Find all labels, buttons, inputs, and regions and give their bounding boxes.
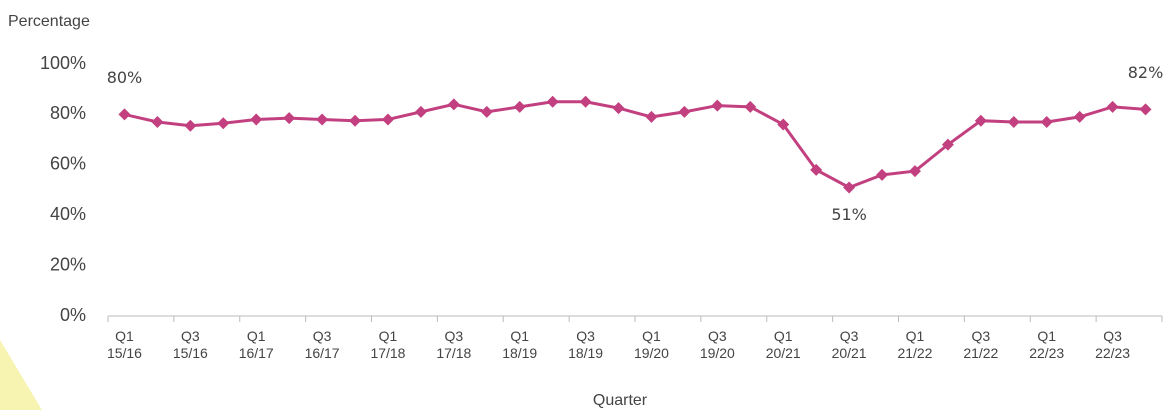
data-point [184, 119, 197, 132]
x-tick-label: Q1 16/17 [238, 328, 274, 361]
data-point [1106, 100, 1119, 113]
data-point [908, 165, 921, 178]
y-tick-label: 0% [60, 305, 86, 325]
data-point [414, 105, 427, 118]
data-label: 51% [831, 205, 867, 224]
y-tick-label: 100% [40, 53, 86, 73]
data-point [349, 114, 362, 127]
x-tick-label: Q1 17/18 [370, 328, 406, 361]
data-point [1040, 115, 1053, 128]
data-point [480, 105, 493, 118]
data-point [1073, 110, 1086, 123]
data-line [124, 100, 1146, 190]
x-tick-label: Q3 18/19 [568, 328, 604, 361]
data-label: 82% [1128, 63, 1164, 82]
data-point [645, 110, 658, 123]
data-point [283, 112, 296, 125]
data-point [744, 100, 757, 113]
x-tick-label: Q3 17/18 [436, 328, 472, 361]
x-tick-label: Q3 16/17 [304, 328, 340, 361]
data-point [250, 113, 263, 126]
data-point [579, 95, 592, 108]
data-point [843, 181, 856, 194]
x-tick-label: Q1 22/23 [1029, 328, 1065, 361]
data-point [381, 113, 394, 126]
x-tick-label: Q3 22/23 [1095, 328, 1131, 361]
data-point [711, 99, 724, 112]
x-tick-label: Q3 19/20 [699, 328, 735, 361]
x-tick-label: Q1 20/21 [765, 328, 801, 361]
data-point [316, 113, 329, 126]
data-point [151, 115, 164, 128]
x-tick-label: Q1 21/22 [897, 328, 933, 361]
x-tick-label: Q1 18/19 [502, 328, 538, 361]
y-tick-label: 20% [50, 254, 86, 274]
data-point [546, 95, 559, 108]
data-point [612, 102, 625, 115]
data-point [118, 108, 131, 121]
data-point [974, 114, 987, 127]
x-tick-label: Q1 19/20 [633, 328, 669, 361]
x-axis-label: Quarter [593, 392, 648, 409]
y-tick-label: 60% [50, 154, 86, 174]
x-tick-label: Q3 20/21 [831, 328, 867, 361]
y-tick-label: 80% [50, 103, 86, 123]
data-label: 80% [107, 68, 143, 87]
data-point [777, 118, 790, 131]
data-point [1139, 103, 1152, 116]
data-point [678, 105, 691, 118]
data-point [941, 138, 954, 151]
data-point [810, 163, 823, 176]
x-tick-label: Q3 21/22 [963, 328, 999, 361]
data-point [1007, 115, 1020, 128]
data-point [217, 117, 230, 130]
data-point [513, 100, 526, 113]
y-tick-label: 40% [50, 204, 86, 224]
data-point [876, 168, 889, 181]
y-axis-label: Percentage [8, 13, 90, 30]
data-point [447, 98, 460, 111]
x-tick-label: Q3 15/16 [172, 328, 208, 361]
x-tick-label: Q1 15/16 [106, 328, 142, 361]
corner-decoration [0, 340, 42, 410]
